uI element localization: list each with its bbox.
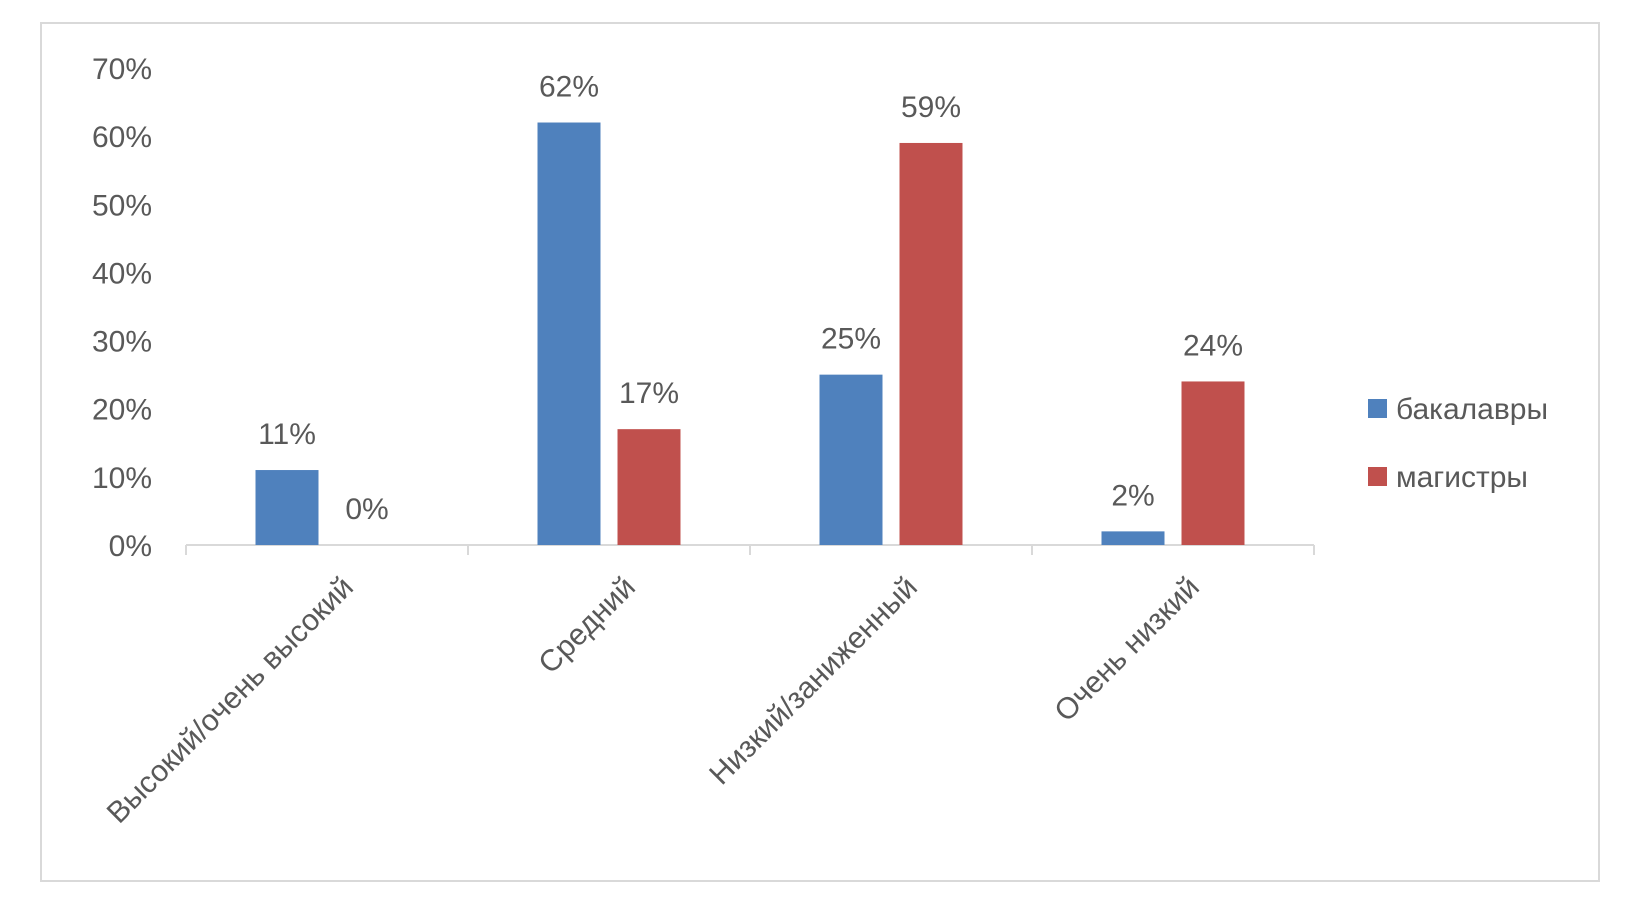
y-tick-label: 50% [92, 189, 152, 222]
bar-series-1 [819, 374, 883, 545]
bar-series-2 [899, 142, 963, 545]
bar-series-1 [1101, 531, 1165, 545]
data-labels: 11% 62% 25% 2% 0% 17% 59% 24% [258, 71, 1243, 526]
x-axis: Высокий/очень высокий Средний Низкий/заниж… [101, 544, 1315, 830]
y-axis: 0% 10% 20% 30% 40% 50% 60% 70% [92, 53, 152, 563]
bar-series-1 [537, 122, 601, 545]
bars [255, 122, 1245, 545]
y-tick-label: 10% [92, 462, 152, 495]
legend-swatch [1368, 399, 1387, 418]
legend-label: бакалавры [1396, 393, 1548, 426]
bar-series-2 [617, 429, 681, 545]
y-tick-label: 0% [109, 530, 152, 563]
data-label: 0% [345, 493, 388, 526]
x-tick-label: Высокий/очень высокий [101, 571, 360, 830]
legend-swatch [1368, 467, 1387, 486]
data-label: 25% [821, 323, 881, 356]
x-tick-label: Очень низкий [1048, 571, 1206, 729]
bar-series-1 [255, 470, 319, 545]
y-tick-label: 60% [92, 121, 152, 154]
legend: бакалавры магистры [1368, 393, 1548, 494]
y-tick-label: 40% [92, 257, 152, 290]
y-tick-label: 20% [92, 394, 152, 427]
y-tick-label: 30% [92, 326, 152, 359]
data-label: 11% [258, 418, 316, 451]
x-tick-label: Средний [532, 571, 642, 681]
data-label: 17% [619, 377, 679, 410]
legend-label: магистры [1396, 461, 1528, 494]
data-label: 59% [901, 91, 961, 124]
data-label: 2% [1111, 479, 1154, 512]
x-tick-label: Низкий/заниженный [703, 571, 924, 792]
data-label: 62% [539, 71, 599, 104]
bar-series-2 [1181, 381, 1245, 545]
data-label: 24% [1183, 329, 1243, 362]
y-tick-label: 70% [92, 53, 152, 86]
